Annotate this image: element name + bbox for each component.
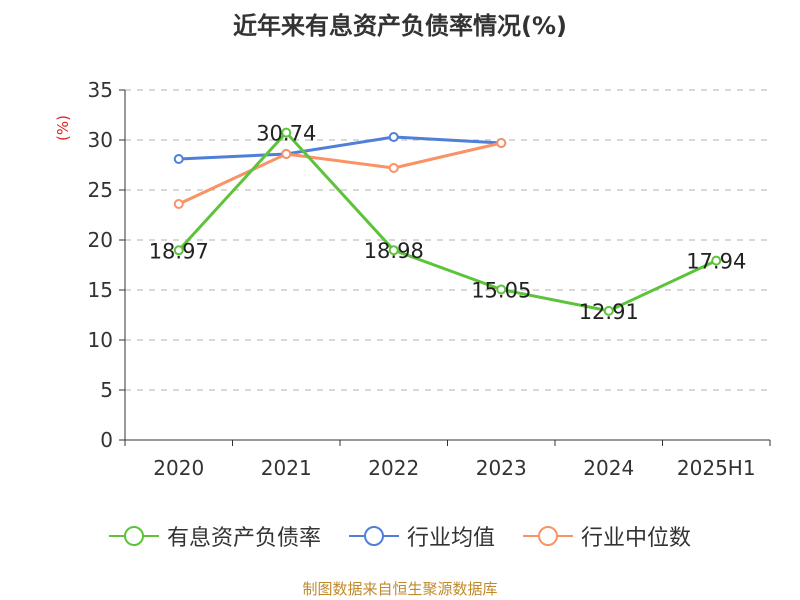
series-line-1 [177,131,717,313]
series-group [173,127,722,316]
data-label: 18.98 [364,239,424,263]
y-tick-label: 25 [88,178,113,202]
legend-marker-series1 [108,526,159,546]
legend-marker-series3 [523,526,573,546]
data-point-series-2 [173,154,184,164]
data-point-series-3 [281,149,292,159]
data-label: 12.91 [579,300,639,324]
y-axis-label: (%) [54,115,72,141]
legend-item-series2[interactable]: 行业均值 [348,520,495,552]
data-labels: 18.97 30.74 18.98 15.05 12.91 17.94 [149,122,747,324]
data-label: 30.74 [256,122,316,146]
source-note: 制图数据来自恒生聚源数据库 [302,580,498,598]
data-label: 17.94 [686,250,746,274]
legend-item-series3[interactable]: 行业中位数 [523,520,691,552]
data-label: 15.05 [471,279,531,303]
series-line-3 [178,141,502,206]
data-point-series-1 [388,245,399,256]
legend-label-series2: 行业均值 [406,526,495,551]
x-tick-label: 2025H1 [677,456,756,480]
legend-item-series1[interactable]: 有息资产负债率 [108,520,321,552]
data-point-series-3 [173,199,184,209]
legend-marker-series2 [348,526,399,546]
legend: 有息资产负债率 行业均值 行业中位数 [0,520,800,552]
x-tick-label: 2022 [368,456,419,480]
line-chart: 0 5 10 15 20 25 30 35 2020 2021 2022 2023 2024 2025H1… [54,78,771,480]
y-tick-label: 15 [88,278,113,302]
axes: 0 5 10 15 20 25 30 35 2020 2021 2022 2023 2024 2025H1… [54,78,771,480]
y-tick-label: 20 [88,228,113,252]
x-tick-label: 2020 [153,456,204,480]
data-point-series-2 [388,132,399,142]
data-point-series-1 [281,127,292,138]
legend-label-series1: 有息资产负债率 [166,526,321,551]
x-tick-label: 2023 [476,456,527,480]
data-point-series-1 [173,245,184,256]
y-tick-label: 10 [88,328,113,352]
y-tick-label: 0 [100,428,113,452]
x-tick-label: 2021 [261,456,312,480]
data-point-series-1 [496,284,507,295]
y-tick-label: 5 [100,378,113,402]
y-tick-label: 35 [88,78,113,102]
x-tick-label: 2024 [583,456,634,480]
chart-title: 近年来有息资产负债率情况(%) [233,12,567,40]
series-line-2 [178,135,502,161]
data-point-series-3 [388,163,399,173]
legend-label-series3: 行业中位数 [581,526,692,551]
data-point-series-1 [603,305,614,316]
y-tick-label: 30 [88,128,113,152]
data-point-series-3 [496,138,507,148]
grid-lines [125,89,770,391]
data-point-series-1 [711,255,722,266]
data-label: 18.97 [149,239,209,263]
